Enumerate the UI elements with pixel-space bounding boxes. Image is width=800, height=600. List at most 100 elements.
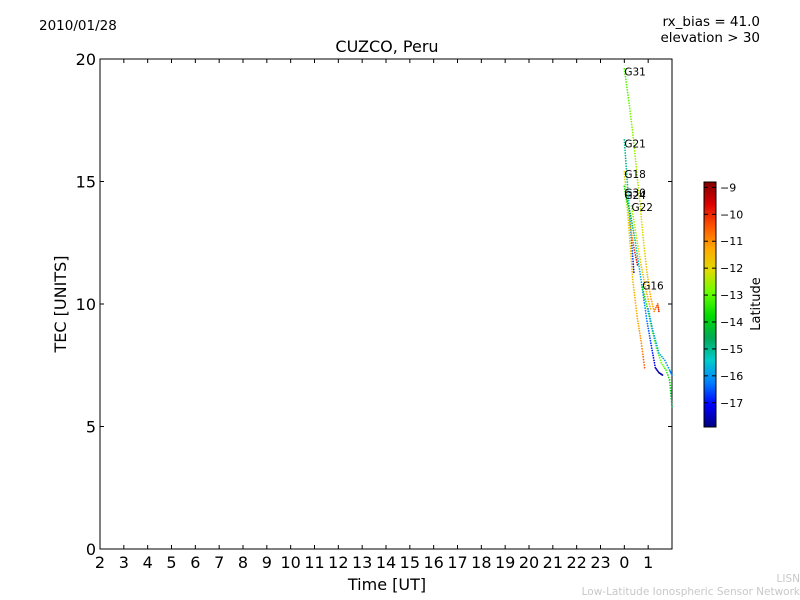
- data-point: [670, 395, 672, 398]
- data-point: [632, 268, 635, 271]
- data-point: [632, 241, 634, 244]
- data-point: [635, 312, 638, 315]
- data-point: [642, 234, 644, 236]
- data-point: [628, 229, 630, 232]
- data-point: [656, 344, 658, 347]
- data-point: [652, 354, 654, 357]
- data-point: [644, 288, 647, 291]
- data-point: [669, 392, 672, 395]
- data-point: [637, 247, 640, 250]
- data-point: [650, 347, 653, 349]
- x-tick-label: 14: [376, 553, 396, 572]
- data-point: [656, 303, 659, 305]
- data-point: [640, 215, 643, 218]
- data-point: [624, 149, 626, 152]
- data-point: [628, 207, 630, 210]
- data-point: [647, 281, 650, 283]
- data-point: [641, 353, 644, 356]
- data-point: [666, 374, 669, 376]
- data-point: [639, 273, 642, 276]
- data-point: [653, 361, 656, 364]
- data-point: [644, 307, 647, 310]
- y-axis-label: TEC [UNITS]: [51, 256, 70, 354]
- data-point: [630, 118, 632, 121]
- data-point: [626, 183, 629, 186]
- data-point: [629, 242, 631, 245]
- data-point: [635, 249, 638, 252]
- data-point: [626, 86, 628, 89]
- data-point: [632, 263, 635, 266]
- data-point: [632, 142, 635, 144]
- colorbar-tick-label: −9: [720, 181, 736, 194]
- data-point: [647, 330, 650, 332]
- data-point: [668, 381, 671, 384]
- data-point: [627, 214, 630, 217]
- data-point: [642, 278, 645, 281]
- data-point: [627, 99, 630, 102]
- data-point: [624, 157, 627, 160]
- data-point: [637, 262, 640, 265]
- data-point: [670, 403, 673, 406]
- data-point: [638, 253, 641, 256]
- data-point: [626, 178, 628, 181]
- data-point: [649, 308, 652, 310]
- data-point: [654, 308, 656, 311]
- data-point: [645, 265, 648, 268]
- data-point: [648, 332, 651, 335]
- data-point: [651, 303, 654, 305]
- data-point: [638, 192, 640, 195]
- data-point: [638, 330, 641, 332]
- x-tick-label: 0: [619, 553, 629, 572]
- data-point: [637, 325, 640, 327]
- data-point: [623, 70, 626, 73]
- data-point: [671, 374, 673, 376]
- data-point: [633, 147, 636, 150]
- data-point: [649, 295, 652, 298]
- data-point: [631, 207, 633, 210]
- data-point: [627, 224, 630, 227]
- data-point: [627, 194, 630, 197]
- x-tick-label: 20: [519, 553, 539, 572]
- data-point: [663, 367, 666, 370]
- data-point: [643, 302, 646, 304]
- data-point: [635, 165, 638, 168]
- data-point: [630, 120, 633, 123]
- data-point: [623, 188, 626, 190]
- data-point: [652, 305, 654, 308]
- data-point: [646, 322, 649, 325]
- data-point: [627, 209, 629, 211]
- data-point: [636, 315, 639, 317]
- data-point: [631, 257, 634, 260]
- data-point: [626, 189, 629, 191]
- data-point: [636, 317, 639, 320]
- data-point: [639, 275, 642, 278]
- plot-frame: [99, 58, 673, 550]
- data-point: [662, 357, 665, 360]
- data-point: [645, 263, 647, 266]
- data-point: [629, 110, 631, 113]
- data-point: [649, 317, 652, 320]
- data-point: [636, 255, 639, 257]
- data-point: [632, 271, 635, 274]
- satellite-label: G24: [624, 190, 646, 202]
- data-point: [646, 320, 648, 323]
- x-axis: 2 3 4 5 6 7 8 9 10 11 12 13 14 15 16 17 18 19 20 21 22 23 0 1: [95, 59, 653, 572]
- data-point: [625, 197, 628, 200]
- data-point: [636, 179, 639, 181]
- data-point: [659, 353, 662, 356]
- data-point: [657, 308, 660, 311]
- y-tick-label: 20: [76, 50, 96, 69]
- data-point: [630, 217, 633, 220]
- x-tick-label: 15: [400, 553, 420, 572]
- data-point: [636, 320, 639, 323]
- data-point: [623, 141, 626, 144]
- data-point: [648, 312, 651, 315]
- data-point: [650, 325, 653, 327]
- data-point: [667, 366, 670, 369]
- satellite-label: G21: [624, 139, 646, 151]
- data-point: [643, 283, 646, 286]
- data-point: [644, 300, 647, 303]
- data-point: [625, 162, 627, 165]
- data-point: [625, 195, 628, 198]
- data-point: [662, 365, 665, 368]
